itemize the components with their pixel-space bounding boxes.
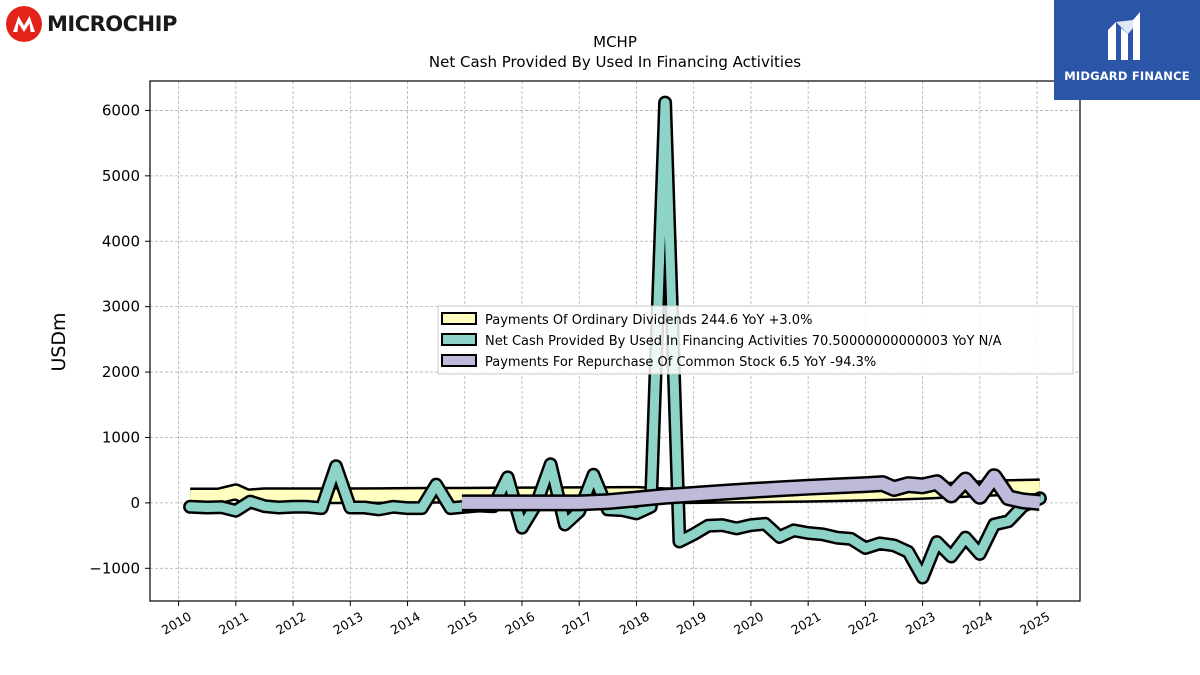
chart-title: MCHP (593, 33, 637, 51)
x-tick-label: 2023 (903, 609, 938, 638)
legend-label: Payments Of Ordinary Dividends 244.6 YoY… (485, 313, 812, 328)
series-1 (183, 95, 1047, 585)
legend-label: Net Cash Provided By Used In Financing A… (485, 334, 1002, 349)
x-tick-label: 2024 (960, 609, 995, 638)
x-tick-label: 2018 (617, 609, 652, 638)
legend: Payments Of Ordinary Dividends 244.6 YoY… (437, 305, 1074, 375)
x-tick-label: 2020 (731, 609, 766, 638)
y-tick-label: 3000 (102, 298, 140, 316)
x-tick-label: 2012 (273, 609, 308, 638)
y-axis-label: USDm (48, 312, 70, 371)
series-2 (461, 468, 1041, 512)
midgard-finance-logo-text: MIDGARD FINANCE (1064, 69, 1190, 83)
x-tick-label: 2015 (445, 609, 480, 638)
y-tick-label: 1000 (102, 428, 140, 446)
y-tick-label: 0 (130, 494, 140, 512)
y-axis: −1000 0 1000 2000 3000 4000 5000 6000 (89, 101, 150, 577)
legend-label: Payments For Repurchase Of Common Stock … (485, 355, 876, 370)
midgard-finance-logo: MIDGARD FINANCE (1054, 0, 1200, 100)
legend-swatch (441, 354, 477, 367)
y-tick-label: 2000 (102, 363, 140, 381)
x-tick-label: 2010 (159, 609, 194, 638)
x-tick-label: 2017 (559, 609, 594, 638)
y-tick-label: 4000 (102, 232, 140, 250)
x-tick-label: 2019 (674, 609, 709, 638)
x-axis: 2010 2011 2012 2013 2014 2015 2016 2017 2018 2019… (159, 601, 1052, 638)
legend-swatch (441, 333, 477, 346)
microchip-logo-icon (6, 6, 42, 42)
x-tick-label: 2014 (388, 609, 423, 638)
legend-frame (437, 305, 1074, 375)
chart-subtitle: Net Cash Provided By Used In Financing A… (429, 53, 801, 71)
x-tick-label: 2011 (216, 609, 251, 638)
y-tick-label: −1000 (89, 559, 140, 577)
series-layer (183, 95, 1047, 585)
microchip-logo-text: MICROCHIP (47, 12, 177, 36)
midgard-finance-logo-icon (1108, 12, 1140, 60)
microchip-logo: MICROCHIP (6, 6, 177, 42)
x-tick-label: 2022 (846, 609, 881, 638)
x-tick-label: 2025 (1017, 609, 1052, 638)
legend-swatch (441, 312, 477, 325)
series-line (185, 98, 1045, 582)
y-tick-label: 6000 (102, 101, 140, 119)
plot-frame (149, 80, 1081, 602)
x-tick-label: 2013 (331, 609, 366, 638)
x-tick-label: 2021 (788, 609, 823, 638)
y-tick-label: 5000 (102, 167, 140, 185)
x-tick-label: 2016 (502, 609, 537, 638)
series-line (461, 470, 1041, 509)
